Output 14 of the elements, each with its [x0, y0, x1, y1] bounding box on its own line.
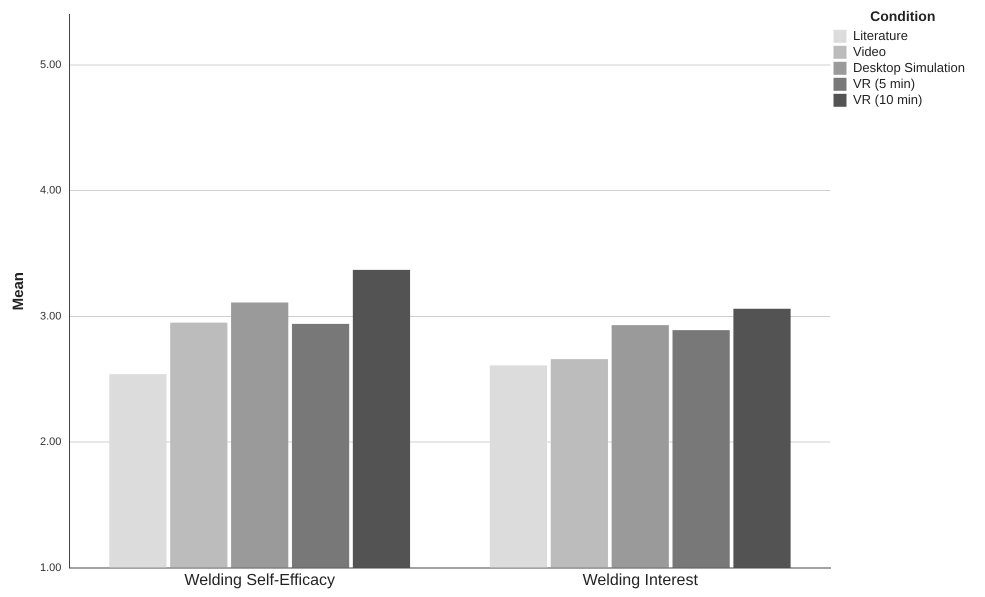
y-tick-label: 4.00 — [40, 184, 62, 197]
y-axis-title: Mean — [10, 272, 28, 310]
legend-label: VR (5 min) — [853, 76, 916, 91]
legend-label: Desktop Simulation — [853, 60, 965, 75]
legend-label: Video — [853, 44, 886, 59]
y-tick-label: 3.00 — [40, 310, 62, 322]
legend-label: VR (10 min) — [853, 92, 922, 107]
legend-label: Literature — [853, 28, 908, 43]
legend-title: Condition — [870, 8, 936, 24]
y-tick-label: 2.00 — [40, 436, 62, 448]
x-tick-label: Welding Interest — [582, 572, 698, 589]
y-tick-label: 5.00 — [40, 58, 62, 71]
x-tick-label: Welding Self-Efficacy — [184, 572, 335, 589]
y-tick-label: 1.00 — [40, 562, 62, 574]
